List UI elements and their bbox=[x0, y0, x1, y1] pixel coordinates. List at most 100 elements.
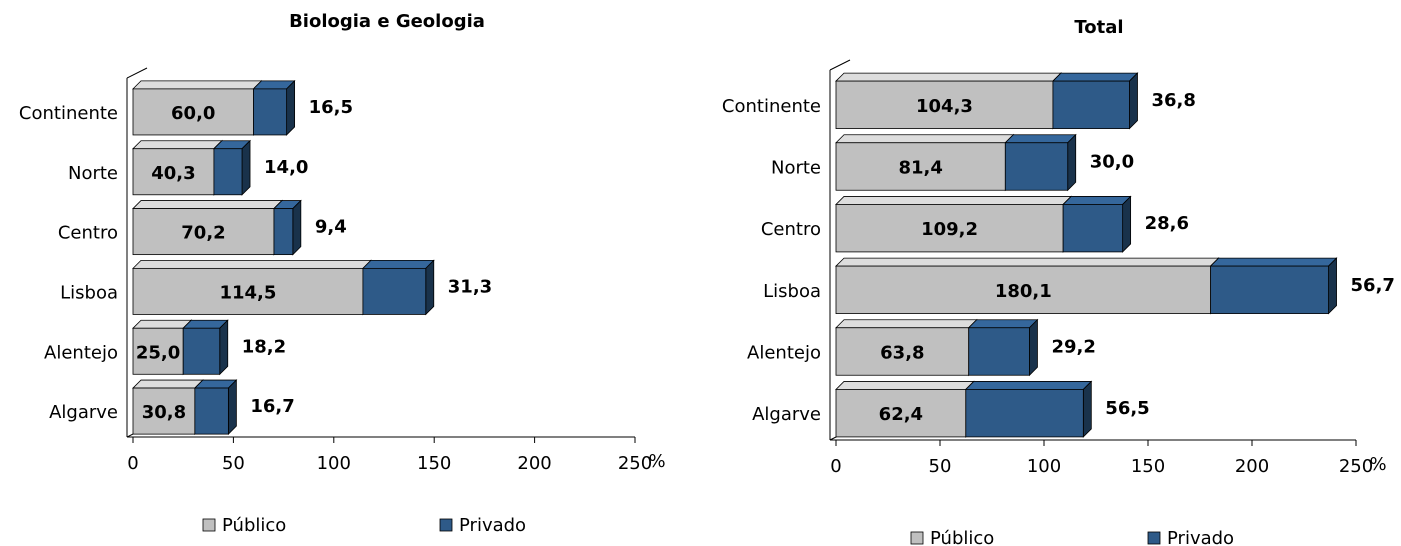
value-label: 62,4 bbox=[879, 404, 923, 425]
bar-side bbox=[1067, 133, 1077, 192]
y-tick-label: Norte bbox=[771, 158, 821, 179]
value-label: 14,0 bbox=[264, 157, 308, 178]
value-label: 16,5 bbox=[309, 97, 353, 118]
y-tick-label: Centro bbox=[761, 219, 821, 240]
bar-side bbox=[425, 259, 435, 316]
value-label: 63,8 bbox=[880, 343, 924, 364]
bar-top bbox=[1051, 72, 1139, 82]
y-tick-label: Centro bbox=[58, 223, 118, 244]
x-axis-label: % bbox=[1369, 454, 1386, 475]
bar-top bbox=[132, 80, 263, 90]
bar bbox=[132, 267, 364, 315]
x-tick-label: 100 bbox=[1027, 456, 1061, 477]
chart-title: Biologia e Geologia bbox=[289, 11, 485, 32]
value-label: 36,8 bbox=[1151, 90, 1195, 111]
y-axis-depth bbox=[126, 67, 148, 79]
value-label: 104,3 bbox=[916, 96, 973, 117]
bar bbox=[132, 148, 215, 196]
value-label: 30,0 bbox=[1090, 152, 1134, 173]
chart-title: Total bbox=[1074, 17, 1123, 38]
bar-side bbox=[1082, 380, 1092, 438]
bar-top bbox=[1209, 257, 1338, 267]
bar-side bbox=[1328, 257, 1337, 315]
bar-top bbox=[964, 381, 1093, 390]
bar bbox=[253, 88, 288, 136]
bar bbox=[835, 327, 970, 376]
bar bbox=[968, 327, 1030, 376]
x-tick-label: 150 bbox=[1131, 456, 1165, 477]
bar bbox=[213, 148, 243, 196]
y-tick-label: Algarve bbox=[752, 404, 821, 425]
value-label: 60,0 bbox=[171, 103, 215, 124]
value-label: 31,3 bbox=[448, 276, 492, 297]
y-tick-label: Lisboa bbox=[60, 282, 118, 303]
bar-side bbox=[292, 199, 302, 256]
bar-top bbox=[967, 319, 1039, 329]
y-tick-label: Alentejo bbox=[747, 343, 821, 364]
y-axis-depth bbox=[829, 59, 851, 71]
value-label: 40,3 bbox=[151, 163, 195, 184]
bar-side bbox=[219, 319, 229, 376]
bar-top bbox=[361, 259, 435, 269]
legend-swatch bbox=[910, 531, 924, 545]
value-label: 29,2 bbox=[1051, 337, 1095, 358]
bar bbox=[835, 142, 1006, 191]
x-tick-label: 50 bbox=[929, 456, 952, 477]
x-tick-label: 50 bbox=[222, 453, 245, 474]
bar-top bbox=[835, 257, 1220, 267]
legend-swatch bbox=[439, 518, 453, 532]
y-tick-label: Algarve bbox=[49, 402, 118, 423]
bar-top bbox=[835, 196, 1073, 205]
x-tick-label: 200 bbox=[1235, 456, 1269, 477]
x-tick-label: 250 bbox=[618, 453, 652, 474]
x-tick-label: 150 bbox=[417, 453, 451, 474]
bar bbox=[132, 208, 275, 256]
bar-top bbox=[132, 319, 193, 329]
value-label: 56,7 bbox=[1351, 275, 1395, 296]
y-tick-label: Norte bbox=[68, 163, 118, 184]
bar bbox=[132, 387, 196, 435]
bar bbox=[1062, 204, 1124, 253]
value-label: 28,6 bbox=[1145, 213, 1189, 234]
x-tick-label: 250 bbox=[1339, 456, 1373, 477]
y-tick-label: Lisboa bbox=[763, 281, 821, 302]
bar-top bbox=[132, 259, 372, 269]
x-tick-label: 0 bbox=[127, 453, 138, 474]
bar-top bbox=[132, 379, 204, 389]
bar bbox=[835, 204, 1064, 253]
bar-side bbox=[241, 139, 251, 196]
bar bbox=[362, 267, 427, 315]
bar-top bbox=[1004, 134, 1077, 144]
bar-top bbox=[835, 134, 1015, 144]
bar-top bbox=[1062, 196, 1132, 205]
bar bbox=[182, 327, 221, 375]
y-tick-label: Continente bbox=[19, 103, 118, 124]
value-label: 114,5 bbox=[219, 282, 276, 303]
legend-label: Público bbox=[930, 528, 994, 546]
bar-side bbox=[1129, 72, 1138, 130]
x-tick-label: 100 bbox=[317, 453, 351, 474]
y-tick-label: Alentejo bbox=[44, 342, 118, 363]
legend-swatch bbox=[202, 518, 216, 532]
bar bbox=[835, 80, 1054, 129]
value-label: 70,2 bbox=[181, 223, 225, 244]
bar bbox=[132, 88, 254, 136]
value-label: 30,8 bbox=[142, 402, 186, 423]
x-tick-label: 200 bbox=[517, 453, 551, 474]
legend-label: Privado bbox=[459, 515, 526, 536]
bar bbox=[835, 389, 967, 438]
bar-top bbox=[835, 381, 975, 390]
value-label: 180,1 bbox=[995, 281, 1052, 302]
legend-label: Privado bbox=[1167, 528, 1234, 546]
value-label: 9,4 bbox=[315, 217, 347, 238]
bar bbox=[194, 387, 229, 435]
bar bbox=[965, 389, 1084, 438]
bar-top bbox=[835, 319, 978, 329]
value-label: 16,7 bbox=[250, 396, 294, 417]
bar bbox=[1210, 265, 1329, 314]
bar-side bbox=[1122, 195, 1132, 253]
bar-top bbox=[132, 200, 283, 209]
x-axis-label: % bbox=[648, 451, 665, 472]
bar bbox=[1052, 80, 1130, 129]
bar bbox=[273, 208, 294, 256]
